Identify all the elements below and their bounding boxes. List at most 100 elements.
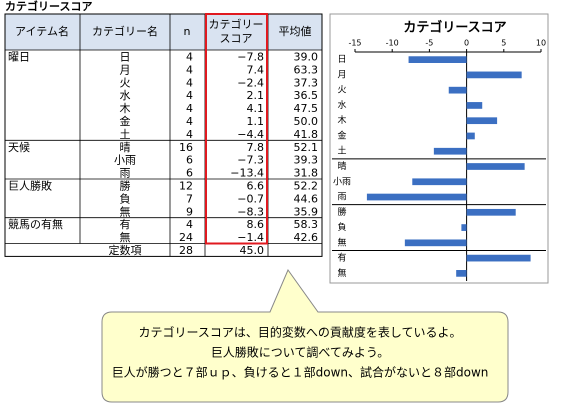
bar	[466, 71, 522, 79]
bar	[466, 254, 531, 262]
y-category-label: 小雨	[333, 176, 351, 187]
callout-text: 巨人勝敗について調べてみよう。	[211, 345, 389, 360]
avg-cell: 52.2	[294, 179, 319, 192]
x-tick-label: -5	[425, 39, 433, 48]
category-name: 勝	[120, 178, 131, 192]
bar	[408, 56, 467, 63]
y-category-label: 晴	[337, 160, 346, 172]
item-name: 巨人勝敗	[8, 178, 52, 192]
avg-cell: 35.9	[294, 205, 319, 218]
x-tick-label: -10	[386, 39, 399, 48]
score-cell: −7.3	[237, 154, 264, 167]
category-name: 有	[120, 217, 131, 231]
x-tick-label: 10	[536, 39, 546, 48]
score-cell: 7.8	[247, 141, 265, 154]
score-cell: −13.4	[230, 167, 264, 180]
y-category-label: 雨	[337, 192, 346, 203]
avg-cell: 31.8	[294, 167, 319, 180]
avg-cell: 41.8	[294, 128, 319, 141]
category-name: 晴	[120, 141, 131, 154]
category-name: 無	[120, 230, 131, 244]
chart-title: カテゴリースコア	[403, 20, 506, 36]
category-name: 土	[120, 128, 131, 141]
score-cell: −7.8	[237, 50, 264, 63]
bar	[456, 270, 467, 277]
category-name: 火	[120, 76, 131, 89]
y-category-label: 勝	[337, 206, 346, 218]
item-name: 天候	[8, 140, 30, 154]
table-header: カテゴリー名	[92, 24, 158, 38]
bar	[466, 117, 498, 125]
n-cell: 24	[179, 231, 193, 244]
n-cell: 4	[186, 63, 193, 76]
avg-cell: 36.5	[294, 89, 319, 102]
table-header: 平均値	[279, 25, 312, 38]
n-cell: 6	[186, 167, 193, 180]
score-cell: 4.1	[247, 102, 265, 115]
x-tick-label: 5	[501, 39, 506, 48]
score-cell: −8.3	[237, 205, 264, 218]
n-cell: 7	[186, 192, 193, 205]
avg-cell: 39.3	[294, 154, 319, 167]
y-category-label: 負	[337, 221, 346, 233]
category-name: 木	[120, 102, 131, 115]
table-header: スコア	[220, 32, 253, 45]
y-category-label: 土	[337, 145, 346, 157]
y-category-label: 木	[337, 114, 346, 126]
n-cell: 4	[186, 89, 193, 102]
callout	[101, 268, 509, 403]
category-name: 無	[120, 204, 131, 218]
avg-cell: 44.6	[294, 192, 319, 205]
category-name: 雨	[120, 167, 131, 180]
table-header: アイテム名	[15, 24, 69, 38]
n-cell: 4	[186, 115, 193, 128]
score-cell: 8.6	[247, 218, 265, 231]
n-cell: 16	[179, 141, 193, 154]
bar	[412, 178, 467, 186]
avg-cell: 58.3	[294, 218, 319, 231]
score-cell: 7.4	[247, 63, 265, 76]
bar	[433, 147, 467, 155]
y-category-label: 水	[337, 99, 346, 111]
bar	[466, 163, 525, 170]
score-cell: −1.4	[237, 231, 264, 244]
n-cell: 4	[186, 102, 193, 115]
score-highlight	[205, 13, 268, 245]
n-cell: 4	[186, 50, 193, 63]
x-tick-label: 0	[464, 39, 469, 48]
y-category-label: 無	[337, 236, 346, 248]
constant-n: 28	[179, 244, 193, 257]
y-category-label: 有	[337, 252, 346, 264]
n-cell: 4	[186, 76, 193, 89]
table-border	[4, 13, 323, 257]
avg-cell: 39.0	[294, 50, 319, 63]
avg-cell: 50.0	[294, 115, 319, 128]
score-cell: 1.1	[247, 115, 265, 128]
score-cell: −0.7	[237, 192, 264, 205]
avg-cell: 47.5	[294, 102, 319, 115]
category-name: 月	[120, 63, 131, 76]
avg-cell: 37.3	[294, 76, 319, 89]
y-category-label: 火	[337, 85, 346, 96]
category-name: 負	[120, 192, 131, 205]
y-category-label: 無	[337, 267, 346, 279]
bar	[366, 193, 467, 201]
bar	[466, 102, 483, 109]
callout-text: 巨人が勝つと７部ｕｐ、負けると１部down、試合がないと８部down	[112, 365, 489, 380]
n-cell: 9	[186, 205, 193, 218]
n-cell: 6	[186, 154, 193, 167]
bar	[448, 86, 467, 94]
avg-cell: 42.6	[294, 231, 319, 244]
table-header-bg	[5, 14, 322, 50]
constant-value: 45.0	[240, 244, 265, 257]
item-name: 競馬の有無	[8, 217, 63, 231]
avg-cell: 52.1	[294, 141, 319, 154]
callout-text: カテゴリースコアは、目的変数への貢献度を表しているよ。	[138, 325, 461, 340]
table-header: n	[184, 25, 191, 38]
score-cell: 6.6	[247, 179, 265, 192]
n-cell: 4	[186, 128, 193, 141]
sheet-title: カテゴリースコア	[5, 0, 92, 13]
y-category-label: 月	[337, 69, 346, 80]
